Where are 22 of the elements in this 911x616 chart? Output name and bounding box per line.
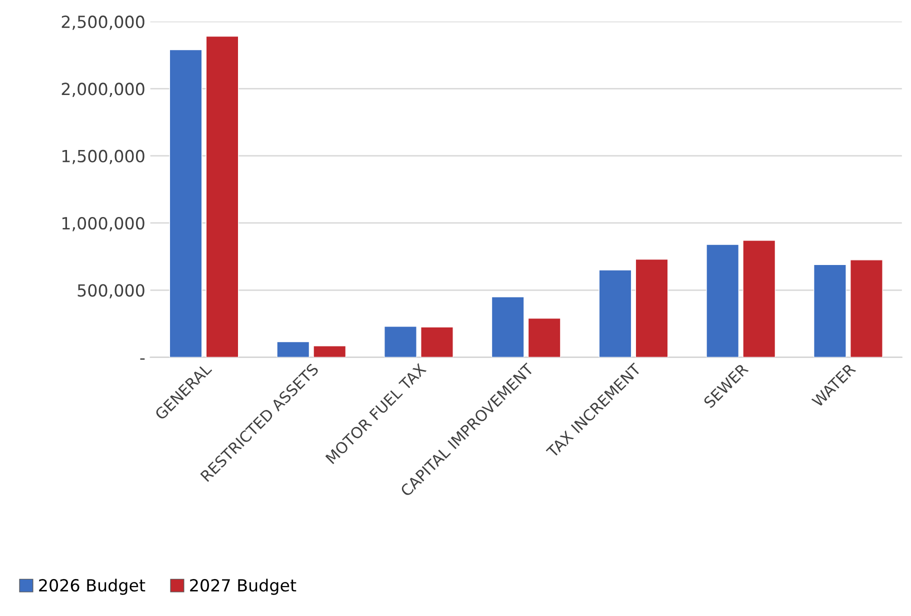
bar — [635, 258, 668, 358]
bar — [814, 264, 846, 358]
y-tick-label: 1,000,000 — [62, 216, 144, 232]
bar — [206, 36, 239, 358]
bar — [528, 318, 561, 358]
y-tick-label: 2,000,000 — [62, 82, 144, 97]
bar — [384, 326, 417, 358]
y-tick-label: 500,000 — [78, 284, 144, 298]
legend-label: 2027 Budget — [190, 578, 296, 595]
bar — [850, 260, 883, 358]
legend-label: 2026 Budget — [39, 578, 146, 595]
bar — [169, 49, 202, 358]
y-tick-label: 2,500,000 — [62, 16, 144, 30]
bar — [420, 326, 454, 358]
bar — [313, 346, 346, 358]
y-tick-label: - — [140, 358, 145, 360]
bar — [491, 296, 524, 358]
bar — [742, 240, 776, 358]
bar — [706, 244, 740, 358]
y-tick-label: 1,500,000 — [62, 150, 144, 164]
bar — [276, 341, 310, 358]
bar — [598, 270, 632, 358]
